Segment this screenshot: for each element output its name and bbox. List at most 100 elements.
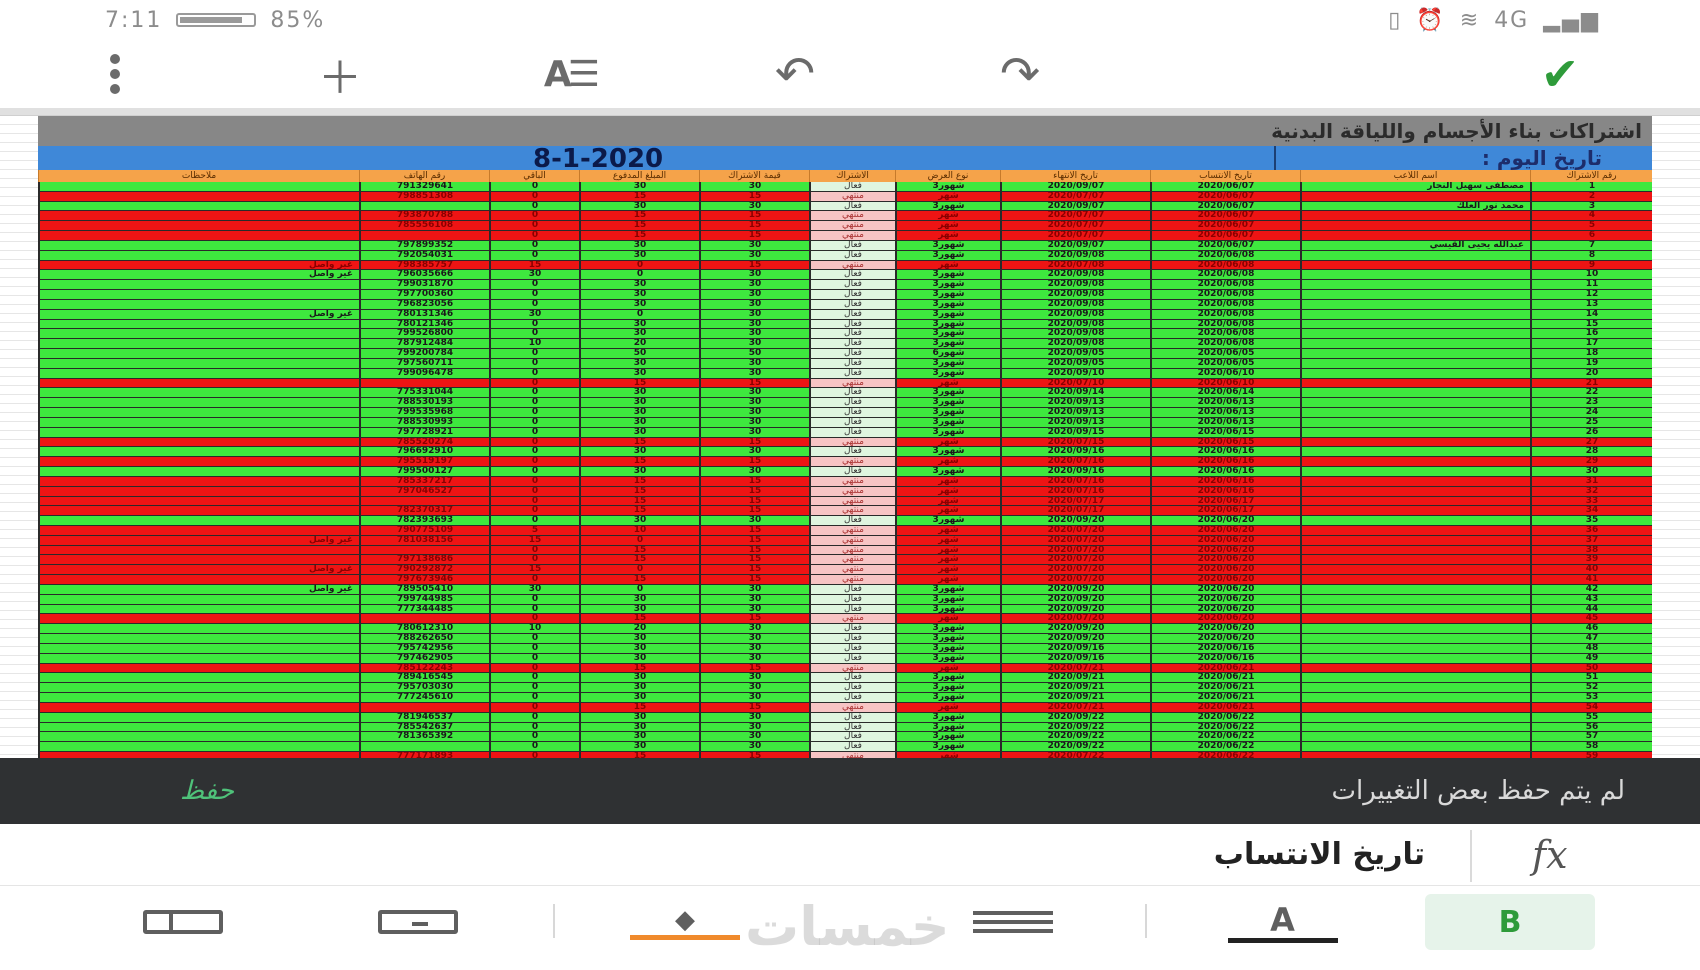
cell-rem[interactable]: 0 (489, 368, 579, 378)
bold-button[interactable]: B (1425, 894, 1595, 950)
cell-rem[interactable]: 0 (489, 545, 579, 555)
cell-id[interactable]: 9 (1530, 260, 1652, 270)
cell-fee[interactable]: 30 (699, 712, 809, 722)
cell-type[interactable]: 3شهور (895, 408, 1000, 417)
cell-phone[interactable] (359, 545, 489, 555)
cell-rem[interactable]: 0 (489, 712, 579, 722)
table-row[interactable]: 3 محمد نور العلك 2020/06/07 2020/09/07 3شهور… (38, 201, 1652, 212)
cell-rem[interactable]: 0 (489, 604, 579, 614)
table-row[interactable]: 54 2020/06/21 2020/07/21 شهر منتهي 15 15 0 (38, 702, 1652, 713)
cell-end[interactable]: 2020/09/20 (1000, 624, 1150, 634)
cell-id[interactable]: 53 (1530, 693, 1652, 702)
cell-status[interactable]: فعال (809, 250, 895, 260)
cell-name[interactable] (1300, 634, 1530, 643)
cell-type[interactable]: شهر (895, 614, 1000, 624)
cell-fee[interactable]: 15 (699, 565, 809, 575)
cell-status[interactable]: منتهي (809, 221, 895, 231)
cell-join[interactable]: 2020/06/16 (1150, 486, 1300, 496)
table-row[interactable]: 35 2020/06/20 2020/09/20 3شهور فعال 30 30 0 7823… (38, 516, 1652, 526)
cell-id[interactable]: 25 (1530, 417, 1652, 427)
cell-name[interactable] (1300, 643, 1530, 653)
cell-rem[interactable]: 15 (489, 565, 579, 575)
cell-type[interactable]: شهر (895, 476, 1000, 486)
cell-paid[interactable]: 30 (579, 594, 699, 604)
cell-paid[interactable]: 15 (579, 663, 699, 673)
table-row[interactable]: 25 2020/06/13 2020/09/13 3شهور فعال 30 30 0 7885… (38, 417, 1652, 428)
cell-status[interactable]: منتهي (809, 535, 895, 545)
cell-name[interactable] (1300, 368, 1530, 378)
cell-phone[interactable]: 790292872 (359, 565, 489, 575)
cell-join[interactable]: 2020/06/20 (1150, 555, 1300, 565)
formula-input[interactable]: تاريخ الانتساب (1213, 837, 1425, 872)
cell-rem[interactable]: 0 (489, 634, 579, 643)
cell-id[interactable]: 27 (1530, 437, 1652, 447)
cell-rem[interactable]: 10 (489, 339, 579, 349)
cell-paid[interactable]: 15 (579, 221, 699, 231)
cell-rem[interactable]: 0 (489, 417, 579, 427)
cell-name[interactable] (1300, 319, 1530, 329)
fill-color-icon[interactable]: ◆ (625, 894, 745, 950)
cell-id[interactable]: 50 (1530, 663, 1652, 673)
cell-id[interactable]: 3 (1530, 201, 1652, 211)
cell-phone[interactable] (359, 201, 489, 211)
cell-rem[interactable]: 0 (489, 683, 579, 693)
cell-phone[interactable]: 798851308 (359, 191, 489, 201)
cell-end[interactable]: 2020/09/22 (1000, 722, 1150, 732)
check-icon[interactable]: ✔ (1540, 47, 1580, 101)
cell-type[interactable]: 3شهور (895, 329, 1000, 339)
cell-rem[interactable]: 0 (489, 643, 579, 653)
cell-end[interactable]: 2020/09/14 (1000, 388, 1150, 398)
cell-join[interactable]: 2020/06/07 (1150, 211, 1300, 221)
cell-join[interactable]: 2020/06/07 (1150, 240, 1300, 250)
cell-note[interactable] (38, 201, 359, 211)
cell-status[interactable]: فعال (809, 309, 895, 319)
cell-rem[interactable]: 0 (489, 742, 579, 752)
cell-paid[interactable]: 15 (579, 752, 699, 758)
cell-join[interactable]: 2020/06/10 (1150, 368, 1300, 378)
cell-end[interactable]: 2020/07/20 (1000, 545, 1150, 555)
cell-join[interactable]: 2020/06/07 (1150, 221, 1300, 231)
cell-id[interactable]: 39 (1530, 555, 1652, 565)
cell-id[interactable]: 19 (1530, 358, 1652, 368)
cell-note[interactable]: غير واصل (38, 270, 359, 280)
cell-paid[interactable]: 30 (579, 516, 699, 525)
cell-type[interactable]: شهر (895, 752, 1000, 758)
cell-status[interactable]: منتهي (809, 545, 895, 555)
cell-phone[interactable]: 775331044 (359, 388, 489, 398)
cell-name[interactable] (1300, 565, 1530, 575)
cell-phone[interactable]: 787912484 (359, 339, 489, 349)
cell-end[interactable]: 2020/09/08 (1000, 270, 1150, 280)
align-icon[interactable] (965, 894, 1060, 950)
cell-phone[interactable] (359, 378, 489, 388)
cell-end[interactable]: 2020/09/16 (1000, 467, 1150, 476)
column-header[interactable]: رقم الهاتف (359, 170, 489, 182)
cell-rem[interactable]: 0 (489, 575, 579, 584)
cell-phone[interactable]: 797700360 (359, 290, 489, 299)
cell-rem[interactable]: 0 (489, 693, 579, 702)
cell-end[interactable]: 2020/07/20 (1000, 525, 1150, 535)
cell-end[interactable]: 2020/07/16 (1000, 457, 1150, 467)
cell-name[interactable] (1300, 575, 1530, 584)
cell-id[interactable]: 31 (1530, 476, 1652, 486)
save-button[interactable]: حفظ (180, 776, 234, 806)
cell-join[interactable]: 2020/06/22 (1150, 742, 1300, 752)
cell-rem[interactable]: 0 (489, 221, 579, 231)
cell-fee[interactable]: 15 (699, 702, 809, 712)
cell-paid[interactable]: 15 (579, 191, 699, 201)
cell-end[interactable]: 2020/07/07 (1000, 221, 1150, 231)
cell-status[interactable]: منتهي (809, 752, 895, 758)
cell-status[interactable]: فعال (809, 270, 895, 280)
cell-id[interactable]: 42 (1530, 584, 1652, 594)
cell-id[interactable]: 10 (1530, 270, 1652, 280)
cell-status[interactable]: منتهي (809, 614, 895, 624)
cell-join[interactable]: 2020/06/17 (1150, 496, 1300, 506)
cell-end[interactable]: 2020/09/16 (1000, 653, 1150, 663)
cell-type[interactable]: 3شهور (895, 722, 1000, 732)
cell-join[interactable]: 2020/06/16 (1150, 653, 1300, 663)
cell-name[interactable] (1300, 299, 1530, 309)
cell-note[interactable]: غير واصل (38, 260, 359, 270)
cell-paid[interactable]: 30 (579, 683, 699, 693)
cell-name[interactable] (1300, 231, 1530, 240)
cell-end[interactable]: 2020/07/10 (1000, 378, 1150, 388)
table-row[interactable]: 38 2020/06/20 2020/07/20 شهر منتهي 15 15 0 (38, 545, 1652, 556)
